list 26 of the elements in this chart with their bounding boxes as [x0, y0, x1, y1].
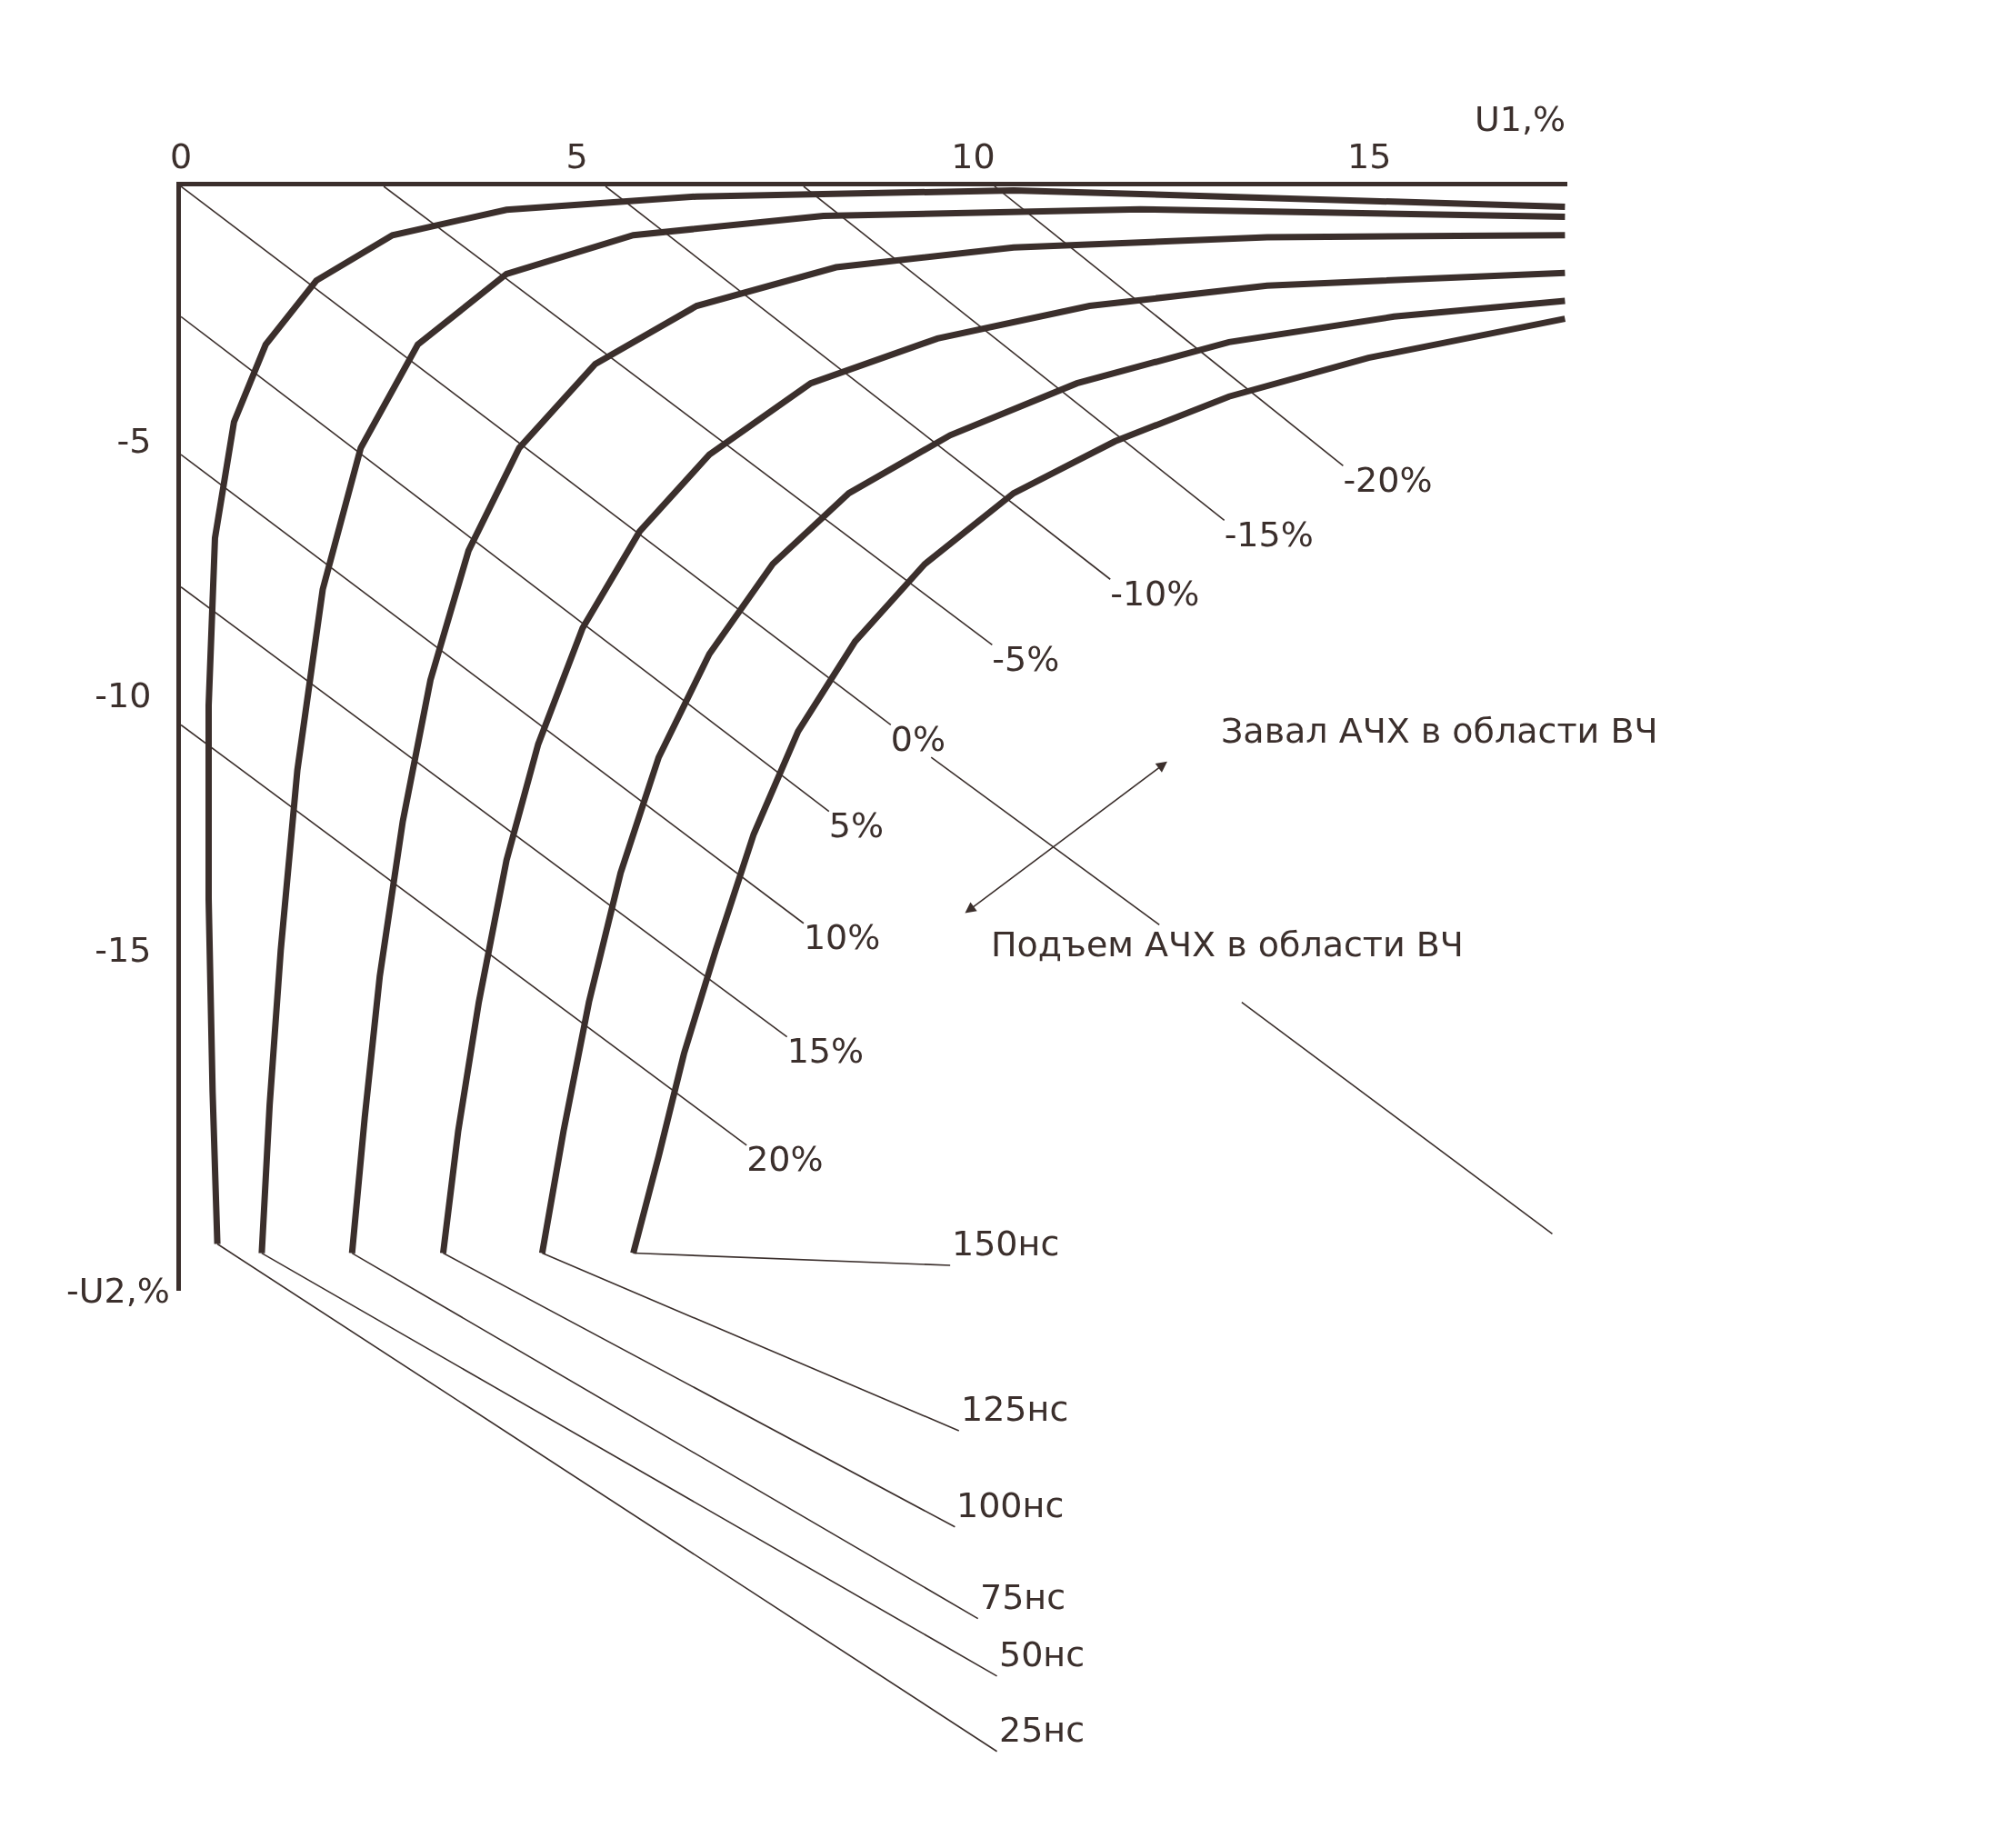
series-label: -10% [1110, 573, 1200, 614]
text: 100нс [956, 1485, 1065, 1525]
series-label: 10% [803, 917, 881, 958]
text: 50нс [999, 1634, 1086, 1674]
text: 125нс [961, 1389, 1069, 1429]
series-label: 5% [828, 805, 885, 846]
y-tick-label: -15 [95, 930, 152, 971]
annotation: Подъем АЧХ в области ВЧ [991, 924, 1464, 964]
text: 25нс [999, 1710, 1086, 1750]
text: 75нс [980, 1577, 1066, 1617]
annotation: Завал АЧХ в области ВЧ [1221, 711, 1658, 751]
series-label: 0% [890, 718, 946, 759]
series-label: -15% [1224, 514, 1314, 554]
x-tick-label: 0 [169, 135, 193, 176]
x-tick-label: 15 [1346, 135, 1392, 176]
y-axis-title: -U2,% [66, 1271, 170, 1311]
y-tick-label: -5 [116, 421, 152, 462]
text: 150нс [952, 1224, 1060, 1264]
y-tick-label: -10 [95, 675, 152, 716]
series-label: 15% [786, 1031, 865, 1072]
series-label: -20% [1343, 459, 1433, 500]
x-tick-label: 10 [951, 135, 996, 176]
series-label: 20% [746, 1139, 824, 1180]
x-axis-title: U1,% [1475, 99, 1566, 139]
series-label: -5% [992, 638, 1060, 679]
x-tick-label: 5 [565, 135, 588, 176]
